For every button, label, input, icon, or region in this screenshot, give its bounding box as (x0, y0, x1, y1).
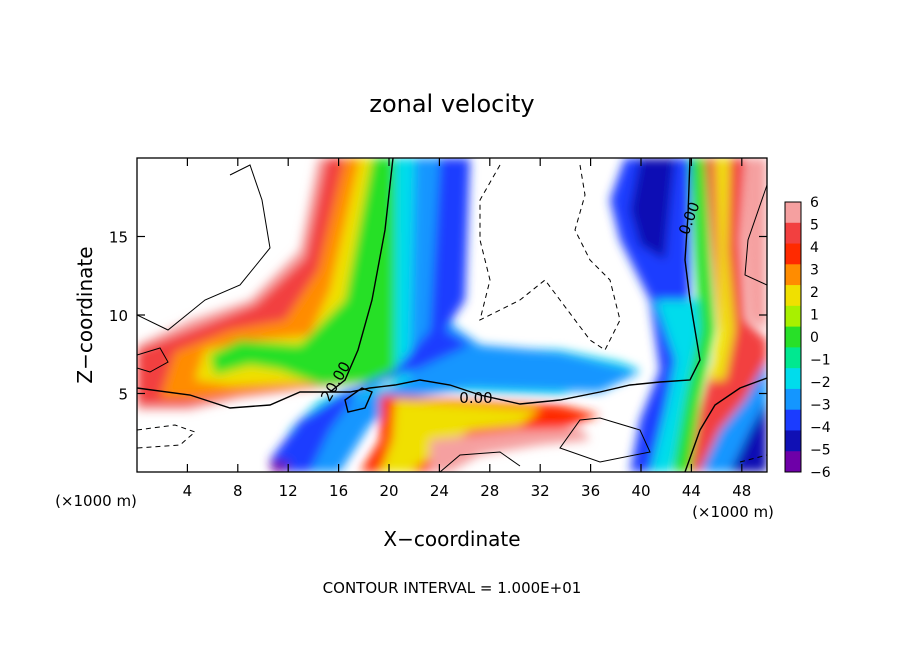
x-unit-left: (×1000 m) (55, 492, 137, 510)
x-tick-label: 44 (682, 482, 701, 500)
colorbar-tick-label: 2 (810, 285, 819, 301)
contour-label-0-center: 0.00 (459, 389, 492, 407)
y-tick-label: 10 (109, 307, 128, 325)
contour-neg-bottom-right (739, 454, 767, 463)
colorbar-tick-label: 0 (810, 330, 819, 346)
colorbar-swatch (785, 451, 801, 473)
colorbar-tick-label: −1 (810, 353, 831, 369)
fill-right-lower-navy (730, 400, 767, 472)
colorbar-swatch (785, 326, 801, 348)
fill-right-green (672, 158, 715, 472)
contour-upper-right (744, 184, 767, 286)
fill-right-yellow (710, 158, 735, 380)
colorbar-frame (784, 201, 802, 473)
colorbar-swatch (785, 368, 801, 390)
x-tick-label: 28 (480, 482, 499, 500)
contour-bottom-white (559, 417, 651, 463)
fill-cyan-band (278, 158, 640, 472)
contour-twenty (329, 158, 394, 393)
contour-right-lower (684, 377, 767, 472)
fill-lower-pink (430, 428, 590, 472)
fill-blue-band (295, 158, 640, 472)
y-tick-label: 15 (109, 229, 128, 247)
colorbar-swatch (785, 264, 801, 286)
y-tick-label: 5 (118, 386, 128, 404)
x-tick-label: 8 (233, 482, 243, 500)
contour-neg-center (479, 164, 621, 351)
x-tick-label: 4 (183, 482, 193, 500)
color-fill (137, 158, 767, 472)
y-axis-label: Z−coordinate (73, 246, 97, 383)
colorbar: 6 5 4 3 2 1 0 −1 −2 −3 −4 −5 −6 (784, 195, 831, 481)
x-axis-label: X−coordinate (383, 527, 520, 551)
x-tick-label: 36 (581, 482, 600, 500)
colorbar-tick-label: −5 (810, 443, 831, 459)
x-tick-label: 32 (531, 482, 550, 500)
x-tick-label: 24 (430, 482, 449, 500)
fill-right-navy (630, 158, 675, 260)
contour-zero-main (137, 158, 701, 409)
colorbar-tick-label: −4 (810, 420, 831, 436)
fill-plume-green (210, 158, 400, 385)
x-tick-label: 48 (732, 482, 751, 500)
contour-dashed (137, 164, 767, 463)
colorbar-tick-label: −2 (810, 375, 831, 391)
fill-right-pink (742, 158, 767, 330)
colorbar-tick-label: 6 (810, 195, 819, 211)
colorbar-swatch (785, 285, 801, 307)
x-tick-label: 16 (329, 482, 348, 500)
chart-title: zonal velocity (369, 90, 534, 118)
plot-area (137, 158, 767, 472)
colorbar-swatch (785, 202, 801, 224)
fill-right-cyan (650, 300, 710, 472)
colorbar-swatch (785, 388, 801, 411)
colorbar-tick-label: −6 (810, 465, 831, 481)
contour-lines (137, 158, 767, 472)
x-axis: 4 8 12 16 20 24 28 32 36 40 44 48 (183, 158, 751, 500)
colorbar-tick-label: 1 (810, 308, 819, 324)
colorbar-swatch (785, 222, 801, 245)
fill-lower-yellow (380, 400, 540, 472)
fill-navy-band (270, 158, 470, 472)
colorbar-tick-label: 3 (810, 263, 819, 279)
colorbar-swatch (785, 243, 801, 265)
x-tick-label: 12 (279, 482, 298, 500)
contour-interval-footer: CONTOUR INTERVAL = 1.000E+01 (323, 579, 582, 597)
colorbar-tick-label: 4 (810, 240, 819, 256)
contour-closed-blob (344, 387, 373, 413)
colorbar-swatch (785, 347, 801, 369)
contour-upper-left (137, 164, 271, 331)
x-tick-label: 20 (379, 482, 398, 500)
x-tick-label: 40 (631, 482, 650, 500)
contour-bottom-mid (439, 451, 521, 472)
x-unit-right: (×1000 m) (692, 503, 774, 521)
colorbar-tick-label: 5 (810, 218, 819, 234)
colorbar-swatch (785, 430, 801, 452)
colorbar-swatch (785, 409, 801, 431)
colorbar-swatch (785, 305, 801, 328)
contour-neg-bottom-left (137, 424, 196, 449)
colorbar-tick-label: −3 (810, 398, 831, 414)
contour-left-small (137, 347, 169, 373)
y-axis: 5 10 15 (109, 229, 767, 404)
fill-purple-patch (270, 460, 290, 472)
